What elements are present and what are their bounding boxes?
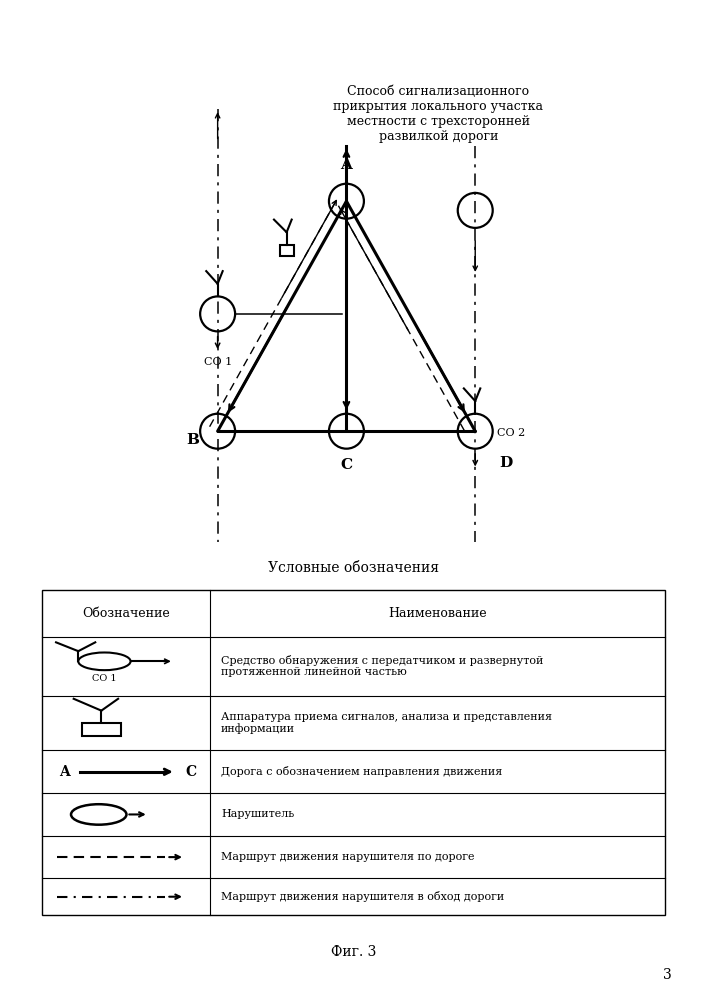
Text: Наименование: Наименование <box>388 607 487 620</box>
Bar <box>82 723 121 736</box>
Text: Аппаратура приема сигналов, анализа и представления
информации: Аппаратура приема сигналов, анализа и пр… <box>221 712 552 734</box>
Text: D: D <box>500 456 513 470</box>
Bar <box>280 245 293 256</box>
Text: Условные обозначения: Условные обозначения <box>268 561 439 575</box>
Text: Обозначение: Обозначение <box>83 607 170 620</box>
Text: C: C <box>185 765 197 779</box>
Text: Маршрут движения нарушителя в обход дороги: Маршрут движения нарушителя в обход доро… <box>221 891 504 902</box>
Text: Дорога с обозначением направления движения: Дорога с обозначением направления движен… <box>221 766 502 777</box>
Text: Маршрут движения нарушителя по дороге: Маршрут движения нарушителя по дороге <box>221 852 474 862</box>
Text: СО 1: СО 1 <box>92 674 117 683</box>
Text: A: A <box>59 765 70 779</box>
Text: C: C <box>340 458 353 472</box>
Text: B: B <box>186 434 199 448</box>
Text: 3: 3 <box>663 968 672 982</box>
Text: A: A <box>341 158 352 172</box>
Text: Нарушитель: Нарушитель <box>221 809 294 819</box>
Text: Фиг. 3: Фиг. 3 <box>331 945 376 959</box>
Text: Средство обнаружения с передатчиком и развернутой
протяженной линейной частью: Средство обнаружения с передатчиком и ра… <box>221 655 544 677</box>
Text: Способ сигнализационного
прикрытия локального участка
местности с трехсторонней
: Способ сигнализационного прикрытия локал… <box>333 85 544 143</box>
Text: СО 1: СО 1 <box>204 357 232 367</box>
Text: СО 2: СО 2 <box>497 428 525 438</box>
